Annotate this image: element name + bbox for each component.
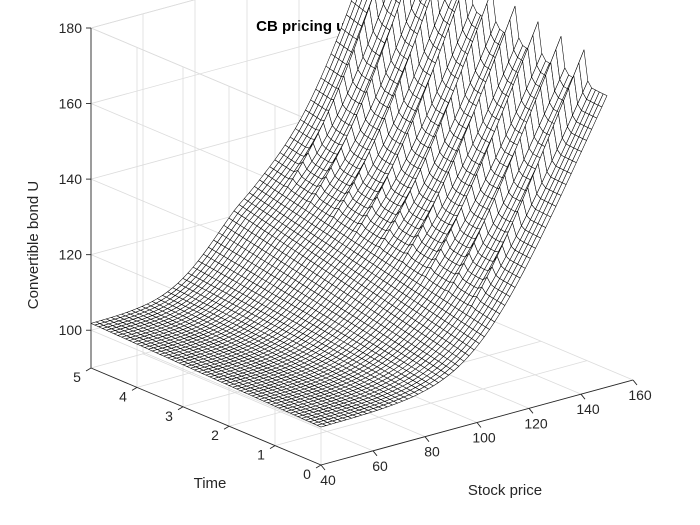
x-tick-mark [632, 379, 638, 386]
x-tick-label: 40 [320, 472, 336, 488]
y-tick-label: 4 [119, 388, 127, 404]
x-tick-label: 100 [472, 430, 496, 446]
x-tick-label: 160 [628, 387, 652, 403]
y-tick-mark [315, 464, 322, 469]
x-tick-mark [476, 422, 482, 428]
y-tick-label: 1 [257, 447, 265, 463]
x-tick-mark [320, 464, 326, 471]
x-tick-label: 120 [524, 415, 548, 431]
x-tick-mark [424, 436, 430, 442]
surface-mesh [90, 0, 608, 428]
y-axis-label: Time [194, 475, 227, 492]
y-tick-mark [85, 367, 92, 372]
axes: 40 60 80 100 120 140 160 0 1 2 3 4 5 100 120 140 160 180 [59, 20, 652, 488]
axis-line [90, 367, 322, 466]
surface-patch [597, 93, 608, 108]
z-axis-label: Convertible bond U [25, 181, 42, 309]
grid-line [90, 0, 196, 29]
x-tick-mark [372, 450, 378, 457]
z-tick-label: 160 [59, 96, 83, 112]
surface-patch [418, 0, 422, 3]
y-tick-label: 0 [303, 466, 311, 482]
z-tick-label: 140 [59, 171, 83, 187]
y-tick-mark [223, 425, 230, 430]
y-tick-label: 2 [211, 427, 219, 443]
x-tick-label: 80 [424, 444, 440, 460]
surface-patch [355, 0, 363, 8]
grid-line [142, 353, 374, 452]
x-tick-label: 60 [372, 458, 388, 474]
y-tick-label: 5 [73, 369, 81, 385]
x-tick-mark [580, 393, 586, 400]
z-tick-label: 120 [59, 247, 83, 263]
x-tick-label: 140 [576, 401, 600, 417]
y-tick-label: 3 [165, 408, 173, 424]
y-tick-mark [269, 445, 276, 449]
x-axis-label: Stock price [468, 482, 542, 499]
z-tick-label: 180 [59, 20, 83, 36]
x-tick-mark [528, 408, 534, 414]
y-tick-mark [131, 387, 138, 391]
surface-patch [444, 0, 452, 8]
z-tick-label: 100 [59, 322, 83, 338]
grid-line [90, 27, 322, 126]
surface-patch [420, 0, 427, 6]
grid-line [90, 329, 322, 428]
y-tick-mark [177, 406, 184, 411]
